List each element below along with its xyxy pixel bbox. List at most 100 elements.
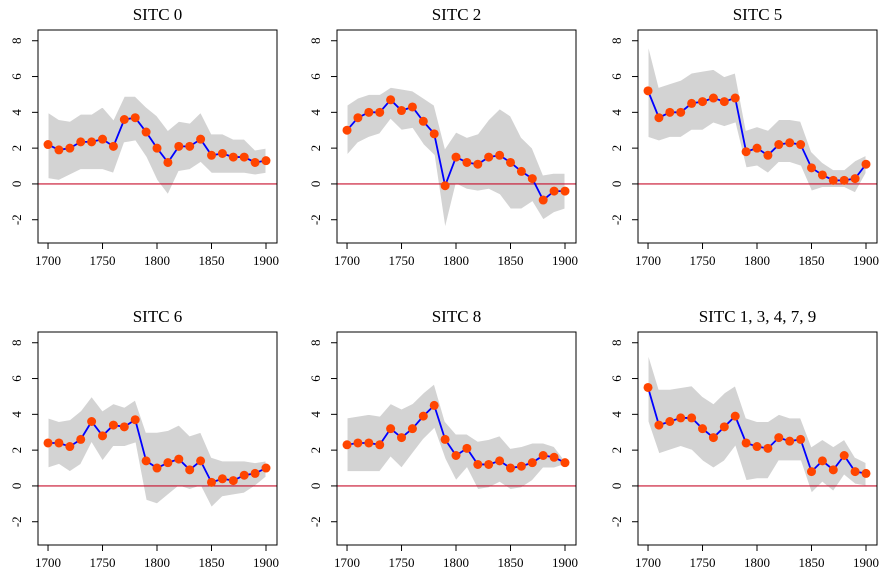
data-point [76,137,86,147]
data-point [473,459,483,469]
data-point [451,451,461,461]
data-point [850,467,860,477]
data-point [484,152,494,162]
panel-title: SITC 0 [133,5,183,24]
y-tick-label: 4 [308,411,323,418]
data-point [185,465,195,475]
y-tick-label: 6 [9,375,24,382]
data-point [364,438,374,448]
data-point [141,456,151,466]
x-tick-label: 1750 [389,555,415,570]
x-tick-label: 1900 [853,555,879,570]
data-point [261,463,271,473]
data-point [752,442,762,452]
data-point [174,454,184,464]
x-tick-label: 1700 [635,253,661,268]
y-tick-label: 2 [9,145,24,152]
y-tick-label: 0 [308,483,323,490]
x-tick-label: 1800 [744,253,770,268]
y-tick-label: -2 [9,214,24,225]
panel-title: SITC 6 [133,307,183,326]
data-point [228,476,238,486]
data-point [418,411,428,421]
data-point [397,106,407,116]
y-tick-label: 4 [9,411,24,418]
data-point [65,143,75,153]
x-tick-label: 1900 [253,253,279,268]
data-point [708,93,718,103]
data-point [643,382,653,392]
data-point [484,459,494,469]
data-point [250,157,260,167]
data-point [676,107,686,117]
data-point [152,143,162,153]
panel-title: SITC 2 [432,5,482,24]
panel: SITC 2 -2 0 2 4 6 8 1700 1750 1800 1850 1900 [308,5,578,268]
data-point [54,145,64,155]
data-point [364,107,374,117]
x-tick-label: 1750 [90,555,116,570]
data-point [141,127,151,137]
data-point [506,463,516,473]
data-point [87,137,97,147]
y-tick-label: 4 [609,411,624,418]
data-point [207,150,217,160]
data-point [152,463,162,473]
data-point [730,411,740,421]
x-tick-label: 1700 [35,253,61,268]
x-tick-label: 1850 [498,555,524,570]
y-tick-label: 0 [9,181,24,188]
x-tick-label: 1850 [799,253,825,268]
x-tick-label: 1750 [690,253,716,268]
x-tick-label: 1850 [799,555,825,570]
panel-title: SITC 1, 3, 4, 7, 9 [699,307,817,326]
data-point [119,422,129,432]
y-tick-label: -2 [609,214,624,225]
data-point [796,140,806,150]
y-tick-label: -2 [9,516,24,527]
data-point [730,93,740,103]
y-tick-label: -2 [308,516,323,527]
x-tick-label: 1850 [199,253,225,268]
panel: SITC 8 -2 0 2 4 6 8 1700 1750 1800 1850 1900 [308,307,578,570]
data-point [130,415,140,425]
data-point [839,451,849,461]
data-point [375,107,385,117]
data-point [698,97,708,107]
panel: SITC 5 -2 0 2 4 6 8 1700 1750 1800 1850 1900 [609,5,879,268]
data-point [763,443,773,453]
data-point [807,163,817,173]
data-point [665,107,675,117]
data-point [741,147,751,157]
x-tick-label: 1800 [443,253,469,268]
data-point [654,113,664,123]
y-tick-label: 2 [308,145,323,152]
data-point [43,140,53,150]
data-point [353,113,363,123]
data-point [196,456,206,466]
y-tick-label: 0 [609,483,624,490]
data-point [807,467,817,477]
data-point [217,149,227,159]
data-point [185,141,195,151]
data-point [698,424,708,434]
data-point [108,420,118,430]
y-tick-label: -2 [308,214,323,225]
data-point [65,442,75,452]
y-tick-label: 6 [609,375,624,382]
data-point [654,420,664,430]
data-point [719,97,729,107]
x-tick-label: 1800 [144,555,170,570]
data-point [538,195,548,205]
data-point [538,451,548,461]
data-point [719,422,729,432]
x-tick-label: 1900 [552,555,578,570]
data-point [462,443,472,453]
panel-title: SITC 5 [733,5,783,24]
data-point [527,458,537,468]
data-point [817,170,827,180]
y-tick-label: 6 [609,73,624,80]
data-point [506,157,516,167]
data-point [560,186,570,196]
